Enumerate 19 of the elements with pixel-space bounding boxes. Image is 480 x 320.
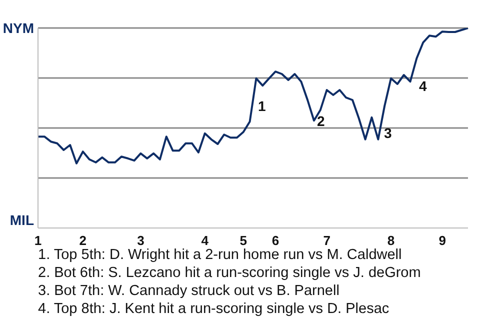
annotation: 3: [384, 125, 392, 141]
text: MIL: [10, 212, 34, 228]
x-tick-label: 5: [240, 233, 247, 248]
text: 2. Bot 6th: S. Lezcano hit a run-scoring single vs J. deGrom: [38, 264, 422, 282]
annotation: 1: [258, 98, 266, 114]
x-tick-label: 8: [387, 233, 395, 248]
annotation: 2: [317, 113, 325, 129]
x-tick-label: 9: [438, 233, 446, 248]
text: 3. Bot 7th: W. Cannady struck out vs B. Parnell: [38, 282, 340, 300]
text: NYM: [2, 20, 34, 36]
text: 1. Top 5th: D. Wright hit a 2-run home run vs M. Caldwell: [38, 247, 402, 263]
x-tick-label: 1: [34, 233, 42, 248]
text: 4. Top 8th: J. Kent hit a run-scoring single vs D. Plesac: [38, 300, 390, 318]
x-tick-label: 4: [201, 233, 210, 248]
x-tick-label: 2: [79, 233, 87, 248]
annotation: 4: [419, 78, 427, 94]
x-tick-label: 7: [323, 233, 330, 248]
x-tick-label: 3: [137, 233, 144, 248]
x-tick-label: 6: [272, 233, 280, 248]
